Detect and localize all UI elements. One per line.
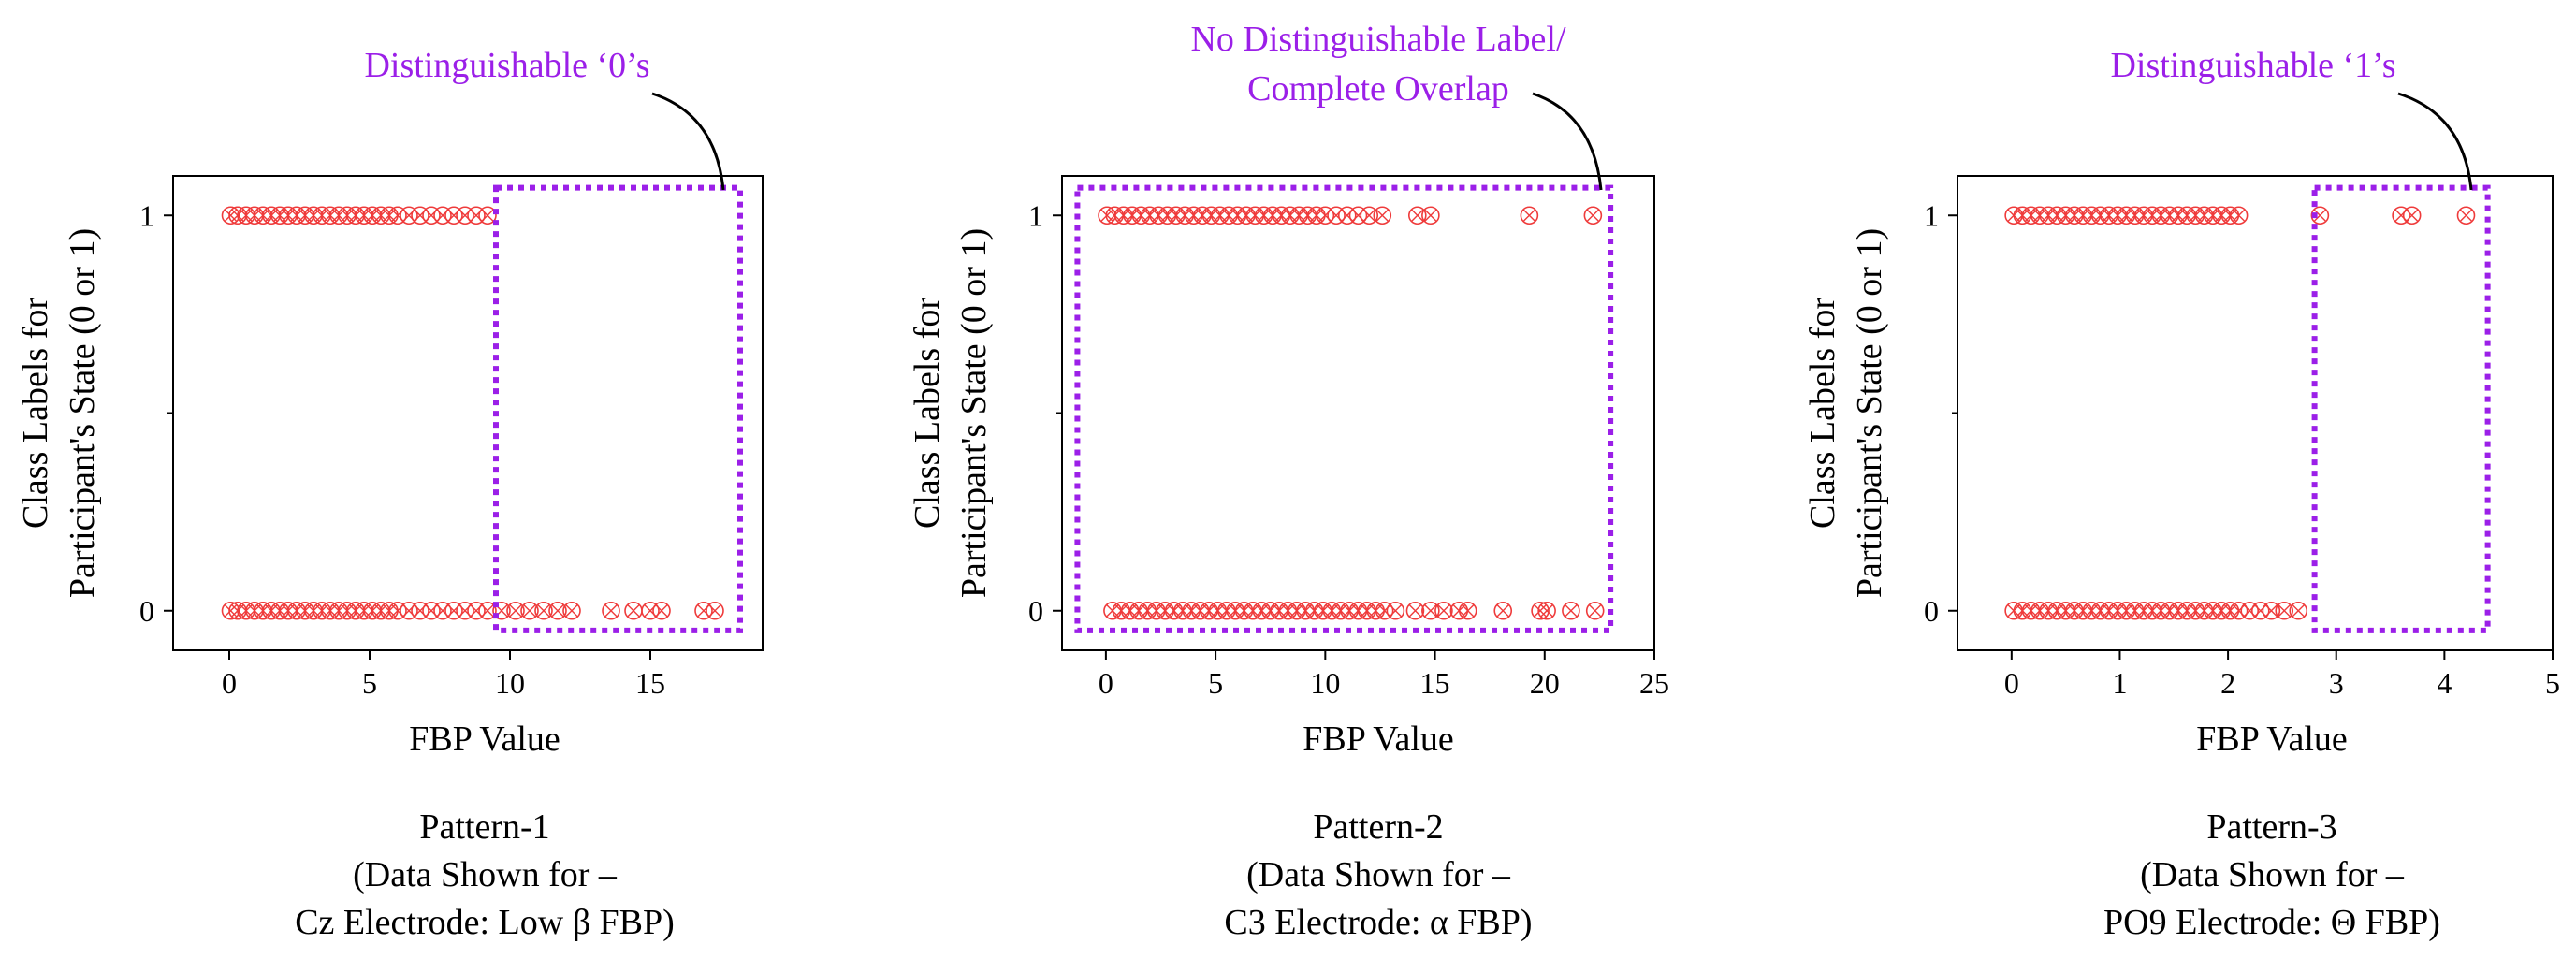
y-axis-label: Class Labels for Participant's State (0 o… <box>16 228 102 598</box>
data-point <box>1531 601 1550 620</box>
x-tick-label: 3 <box>2329 666 2344 700</box>
panel-pattern-3: 0 1 2 3 4 5 0 1 FBP Value Class Labels for Partici… <box>1803 46 2560 942</box>
data-point <box>1386 601 1405 620</box>
data-point <box>520 601 539 620</box>
data-point <box>2402 206 2422 225</box>
data-point <box>1493 601 1513 620</box>
x-tick-label: 0 <box>2004 666 2019 700</box>
data-point <box>1360 206 1379 225</box>
data-point <box>221 601 240 620</box>
data-point <box>1434 601 1453 620</box>
data-point <box>221 206 240 225</box>
data-point <box>602 601 620 620</box>
annotation-text: Complete Overlap <box>1247 69 1509 109</box>
data-point <box>1405 601 1425 620</box>
panel-pattern-2: 0 5 10 15 20 25 0 1 FBP Value Class Labels for Par… <box>908 20 1669 942</box>
annotation-text: Distinguishable ‘1’s <box>2110 46 2395 85</box>
x-axis-label: FBP Value <box>2196 719 2348 759</box>
annotation-arrow <box>651 92 725 191</box>
annotation-box <box>2311 184 2491 633</box>
data-point <box>652 601 671 620</box>
y-tick-label: 1 <box>1028 198 1043 232</box>
panel-caption-line: (Data Shown for – <box>1246 855 1511 894</box>
panel-caption-line: Pattern-3 <box>2206 807 2336 847</box>
data-point <box>1537 601 1556 620</box>
x-tick-label: 5 <box>2545 666 2560 700</box>
x-tick-label: 0 <box>222 666 237 700</box>
y-tick-label: 1 <box>1924 198 1939 232</box>
x-tick-label: 20 <box>1530 666 1560 700</box>
x-tick-label: 10 <box>495 666 525 700</box>
annotation-text: No Distinguishable Label/ <box>1190 20 1565 59</box>
data-point <box>2289 601 2308 620</box>
annotation-box <box>493 184 743 633</box>
data-point <box>1583 206 1603 225</box>
x-tick-label: 25 <box>1639 666 1669 700</box>
x-tick-label: 5 <box>1208 666 1223 700</box>
data-points <box>2004 206 2476 620</box>
y-axis-label-line: Participant's State (0 or 1) <box>954 228 994 598</box>
x-tick-label: 15 <box>635 666 665 700</box>
panel-caption-line: Pattern-1 <box>419 807 549 847</box>
y-axis-label-line: Class Labels for <box>1803 298 1842 529</box>
data-point <box>1562 601 1580 620</box>
data-point <box>2229 206 2249 225</box>
x-tick-label: 0 <box>1099 666 1113 700</box>
plot-frame <box>172 175 764 651</box>
data-points <box>1098 206 1605 620</box>
x-tick-label: 5 <box>362 666 377 700</box>
x-tick-label: 10 <box>1310 666 1340 700</box>
y-tick-label: 0 <box>1924 594 1939 628</box>
data-point <box>534 601 553 620</box>
data-point <box>1408 206 1427 225</box>
y-axis-label-line: Class Labels for <box>16 298 55 529</box>
x-tick-label: 2 <box>2220 666 2235 700</box>
data-point <box>562 601 581 620</box>
x-tick-label: 4 <box>2437 666 2452 700</box>
data-point <box>2310 206 2330 225</box>
data-point <box>1458 601 1477 620</box>
x-axis-label: FBP Value <box>1303 719 1454 759</box>
panel-caption-line: (Data Shown for – <box>353 855 618 894</box>
panel-caption-line: PO9 Electrode: Θ FBP) <box>2103 903 2440 942</box>
data-point <box>1421 206 1440 225</box>
panel-pattern-1: 0 5 10 15 0 1 FBP Value Class Labels for Partici… <box>16 46 764 942</box>
data-point <box>548 601 567 620</box>
data-point <box>1520 206 1539 225</box>
plot-frame <box>1061 175 1655 651</box>
y-axis-label: Class Labels for Participant's State (0 o… <box>908 228 994 598</box>
data-point <box>706 601 724 620</box>
annotation-arrow <box>1532 92 1603 191</box>
data-point <box>2262 601 2281 620</box>
annotation-box <box>1074 184 1614 633</box>
data-point <box>624 601 643 620</box>
panel-caption-line: Cz Electrode: Low β FBP) <box>295 903 675 942</box>
panel-caption-line: C3 Electrode: α FBP) <box>1224 903 1532 942</box>
panel-caption-line: (Data Shown for – <box>2140 855 2405 894</box>
y-tick-label: 0 <box>1028 594 1043 628</box>
x-tick-label: 15 <box>1420 666 1450 700</box>
x-axis-label: FBP Value <box>409 719 560 759</box>
panel-caption-line: Pattern-2 <box>1313 807 1443 847</box>
data-point <box>478 601 497 620</box>
y-axis-label-line: Participant's State (0 or 1) <box>63 228 102 598</box>
annotation-text: Distinguishable ‘0’s <box>364 46 649 85</box>
data-point <box>506 601 525 620</box>
plot-frame <box>1957 175 2554 651</box>
x-tick-label: 1 <box>2112 666 2127 700</box>
data-point <box>1585 601 1605 620</box>
data-points <box>221 206 724 620</box>
y-tick-label: 0 <box>139 594 154 628</box>
y-axis-label-line: Class Labels for <box>908 298 947 529</box>
data-point <box>478 206 497 225</box>
data-point <box>2456 206 2476 225</box>
annotation-arrow <box>2397 92 2473 191</box>
y-axis-label-line: Participant's State (0 or 1) <box>1850 228 1889 598</box>
data-point <box>1373 206 1392 225</box>
data-point <box>2275 601 2294 620</box>
y-tick-label: 1 <box>139 198 154 232</box>
data-point <box>1421 601 1440 620</box>
y-axis-label: Class Labels for Participant's State (0 o… <box>1803 228 1889 598</box>
